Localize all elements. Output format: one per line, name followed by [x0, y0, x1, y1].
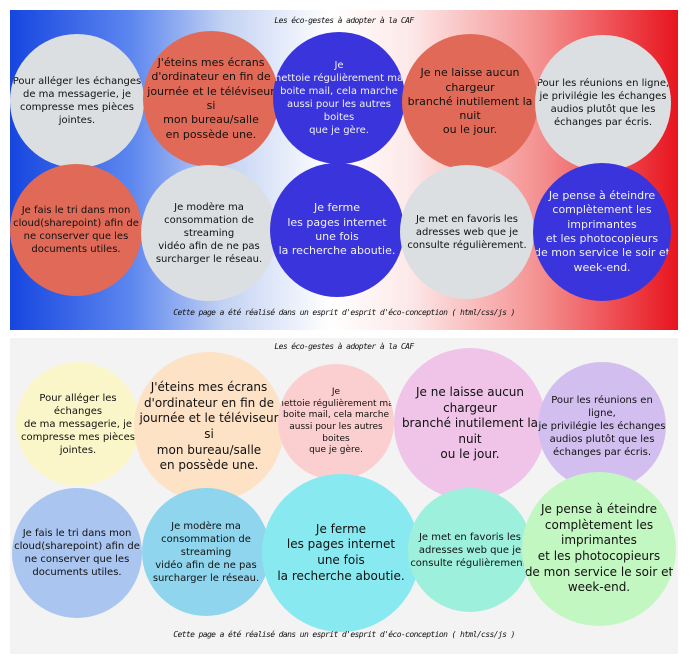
tip-circle-bookmarks: Je met en favoris les adresses web que j…	[400, 165, 534, 299]
page-footer: Cette page a été réalisé dans un esprit …	[173, 630, 515, 639]
tip-text: Pour les réunions en ligne, je privilégi…	[538, 394, 666, 458]
tip-circle-limit-streaming: Je modère ma consommation de streaming v…	[141, 165, 277, 301]
tip-circle-close-pages: Je ferme les pages internet une fois la …	[262, 474, 420, 632]
tip-text: Je modère ma consommation de streaming v…	[155, 201, 263, 265]
tip-text: Je met en favoris les adresses web que j…	[410, 531, 530, 569]
tip-text: Je nettoie régulièrement ma boite mail, …	[274, 60, 404, 136]
tip-circle-clean-mailbox: Je nettoie régulièrement ma boite mail, …	[273, 32, 405, 164]
tip-circle-printers-off: Je pense à éteindre complètement les imp…	[522, 472, 676, 626]
tip-text: Pour les réunions en ligne, je privilégi…	[536, 78, 670, 128]
pastel-version-panel: Les éco-gestes à adopter à la CAF Pour a…	[10, 338, 678, 654]
tip-text: J'éteins mes écrans d'ordinateur en fin …	[139, 380, 279, 473]
tip-text: Je ne laisse aucun chargeur branché inut…	[401, 385, 539, 462]
tip-text: Je fais le tri dans mon cloud(sharepoint…	[13, 205, 139, 255]
tip-circle-clean-mailbox: Je nettoie régulièrement ma boite mail, …	[278, 364, 394, 480]
tip-circle-unplug-chargers: Je ne laisse aucun chargeur branché inut…	[394, 348, 546, 500]
tip-circle-printers-off: Je pense à éteindre complètement les imp…	[533, 163, 671, 301]
tip-circle-audio-meetings: Pour les réunions en ligne, je privilégi…	[538, 362, 666, 490]
tip-circle-limit-streaming: Je modère ma consommation de streaming v…	[142, 488, 270, 616]
tip-text: Je ne laisse aucun chargeur branché inut…	[407, 66, 533, 137]
tip-text: Pour alléger les échanges de ma messager…	[12, 76, 142, 126]
tip-circle-compress-attachments: Pour alléger les échanges de ma messager…	[16, 362, 140, 486]
tip-text: Je pense à éteindre complètement les imp…	[534, 189, 670, 274]
tip-text: Je nettoie régulièrement ma boite mail, …	[278, 386, 394, 456]
gradient-version-panel: Les éco-gestes à adopter à la CAF Pour a…	[10, 10, 678, 330]
tip-text: J'éteins mes écrans d'ordinateur en fin …	[147, 56, 275, 141]
tip-text: Je met en favoris les adresses web que j…	[407, 213, 527, 251]
page-title: Les éco-gestes à adopter à la CAF	[274, 16, 414, 25]
page-title: Les éco-gestes à adopter à la CAF	[274, 342, 414, 351]
tip-text: Je ferme les pages internet une fois la …	[278, 201, 396, 258]
tip-text: Je modère ma consommation de streaming v…	[152, 520, 260, 584]
tip-circle-cloud-cleanup: Je fais le tri dans mon cloud(sharepoint…	[12, 488, 142, 618]
tip-circle-audio-meetings: Pour les réunions en ligne, je privilégi…	[535, 35, 671, 171]
tip-text: Pour alléger les échanges de ma messager…	[21, 392, 135, 456]
tip-circle-bookmarks: Je met en favoris les adresses web que j…	[408, 488, 532, 612]
tip-text: Je ferme les pages internet une fois la …	[277, 521, 405, 583]
tip-circle-screens-off: J'éteins mes écrans d'ordinateur en fin …	[143, 31, 279, 167]
tip-circle-compress-attachments: Pour alléger les échanges de ma messager…	[10, 34, 144, 168]
tip-circle-cloud-cleanup: Je fais le tri dans mon cloud(sharepoint…	[10, 164, 142, 296]
page-footer: Cette page a été réalisé dans un esprit …	[173, 308, 515, 317]
tip-text: Je fais le tri dans mon cloud(sharepoint…	[14, 528, 140, 578]
tip-circle-screens-off: J'éteins mes écrans d'ordinateur en fin …	[134, 352, 284, 502]
tip-text: Je pense à éteindre complètement les imp…	[524, 502, 674, 595]
tip-circle-unplug-chargers: Je ne laisse aucun chargeur branché inut…	[402, 34, 538, 170]
tip-circle-close-pages: Je ferme les pages internet une fois la …	[270, 163, 404, 297]
